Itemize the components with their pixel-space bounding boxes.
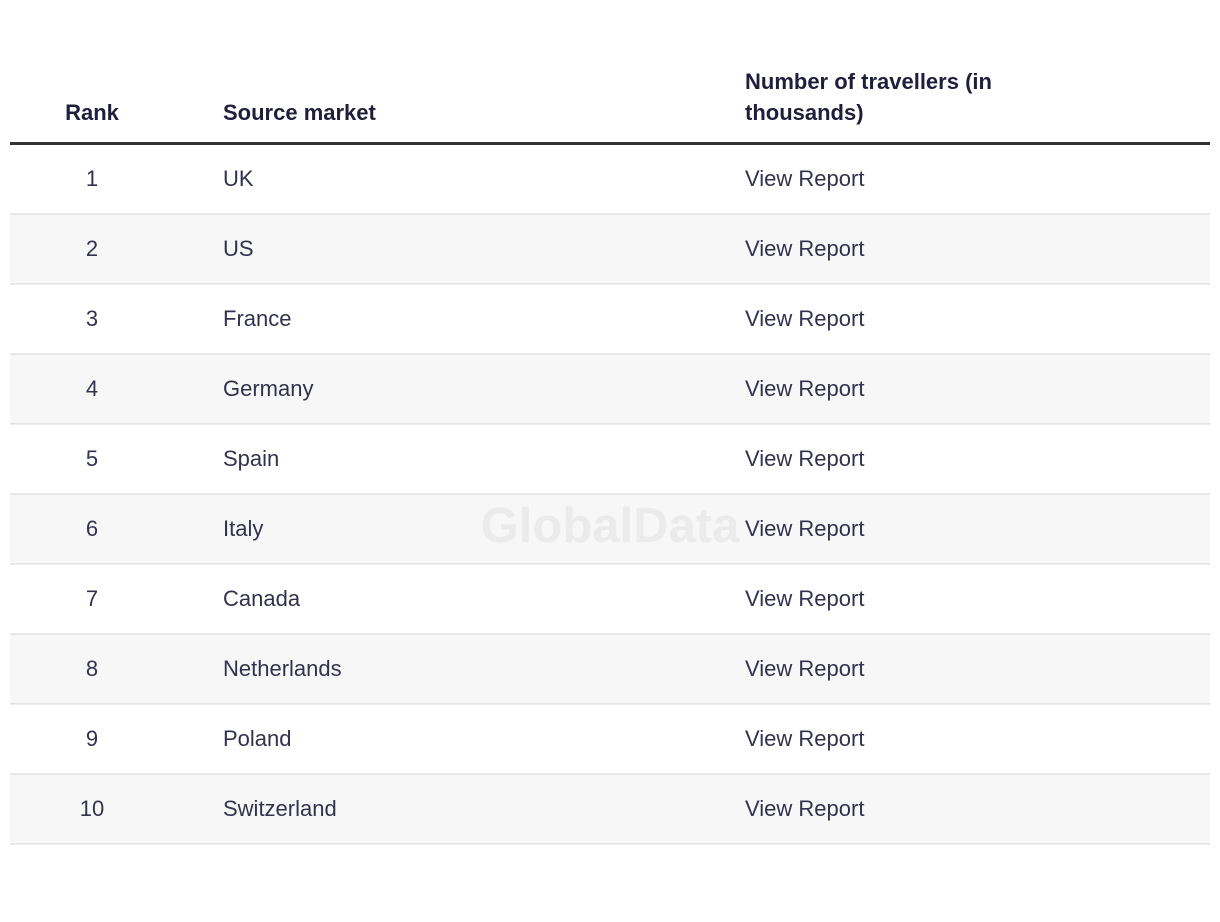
source-market-table-container: Rank Source market Number of travellers … (10, 66, 1210, 845)
travellers-cell: View Report (734, 704, 1210, 774)
rank-cell: 9 (85, 725, 99, 751)
travellers-cell: View Report (734, 354, 1210, 424)
table-row: 2 US View Report (10, 214, 1210, 284)
table-header-row: Rank Source market Number of travellers … (10, 66, 1210, 144)
source-market-cell: Poland (223, 725, 292, 751)
view-report-link[interactable]: View Report (745, 375, 865, 401)
table-row: 5 Spain View Report (10, 424, 1210, 494)
view-report-link[interactable]: View Report (745, 585, 865, 611)
rank-cell: 5 (85, 445, 99, 471)
view-report-link[interactable]: View Report (745, 235, 865, 261)
table-row: 8 Netherlands View Report (10, 634, 1210, 704)
column-header-source-market: Source market (223, 100, 376, 125)
source-market-cell: Netherlands (223, 655, 342, 681)
travellers-cell: View Report (734, 144, 1210, 214)
view-report-link[interactable]: View Report (745, 305, 865, 331)
rank-cell: 8 (85, 655, 99, 681)
source-market-cell: UK (223, 165, 254, 191)
table-row: 1 UK View Report (10, 144, 1210, 214)
travellers-cell: View Report (734, 774, 1210, 844)
rank-cell: 1 (85, 165, 99, 191)
table-row: 7 Canada View Report (10, 564, 1210, 634)
source-market-cell: Italy (223, 515, 264, 541)
source-market-cell: Switzerland (223, 795, 337, 821)
source-market-cell: Canada (223, 585, 301, 611)
table-row: 4 Germany View Report (10, 354, 1210, 424)
view-report-link[interactable]: View Report (745, 795, 865, 821)
travellers-cell: View Report (734, 284, 1210, 354)
source-market-cell: France (223, 305, 292, 331)
travellers-cell: View Report (734, 564, 1210, 634)
rank-cell: 6 (85, 515, 99, 541)
column-header-rank: Rank (65, 100, 119, 125)
travellers-cell: View Report (734, 214, 1210, 284)
view-report-link[interactable]: View Report (745, 165, 865, 191)
view-report-link[interactable]: View Report (745, 515, 865, 541)
view-report-link[interactable]: View Report (745, 445, 865, 471)
rank-cell: 2 (85, 235, 99, 261)
table-row: 3 France View Report (10, 284, 1210, 354)
view-report-link[interactable]: View Report (745, 655, 865, 681)
rank-cell: 3 (85, 305, 99, 331)
source-market-cell: US (223, 235, 254, 261)
source-market-cell: Germany (223, 375, 314, 401)
rank-cell: 7 (85, 585, 99, 611)
rank-cell: 10 (79, 795, 105, 821)
source-market-table: Rank Source market Number of travellers … (10, 66, 1210, 845)
table-row: 10 Switzerland View Report (10, 774, 1210, 844)
column-header-travellers-label: Number of travellers (in thousands) (745, 69, 992, 125)
travellers-cell: View Report (734, 424, 1210, 494)
travellers-cell: View Report (734, 634, 1210, 704)
column-header-travellers: Number of travellers (in thousands) (734, 66, 1210, 144)
rank-cell: 4 (85, 375, 99, 401)
source-market-cell: Spain (223, 445, 280, 471)
table-row: 6 Italy View Report (10, 494, 1210, 564)
travellers-cell: View Report (734, 494, 1210, 564)
view-report-link[interactable]: View Report (745, 725, 865, 751)
table-row: 9 Poland View Report (10, 704, 1210, 774)
